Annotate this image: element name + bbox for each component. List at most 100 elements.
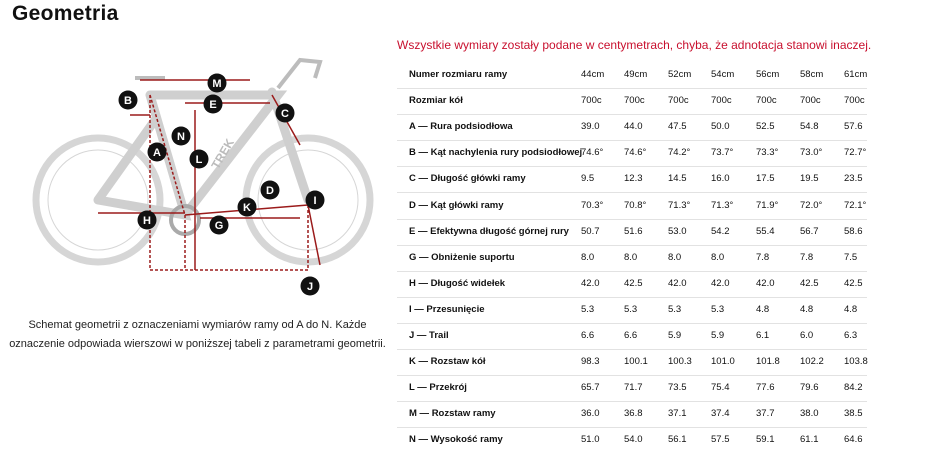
cell-value: 72.7° <box>844 147 867 159</box>
cell-value: 6.6 <box>581 330 595 341</box>
cell-value: 700c <box>624 95 645 107</box>
cell-value: 54cm <box>711 69 735 80</box>
cell-value: 98.3 <box>581 356 600 368</box>
cell-value: 6.0 <box>800 330 814 341</box>
cell-value: 700c <box>756 95 777 107</box>
caption-line: Schemat geometrii z oznaczeniami wymiaró… <box>28 319 367 331</box>
cell-value: 57.5 <box>711 434 730 446</box>
cell-value: 53.0 <box>668 225 687 237</box>
row-divider <box>397 244 867 246</box>
label-badge <box>275 103 295 123</box>
row-label: Numer rozmiaru ramy <box>409 69 508 80</box>
cell-value: 56.1 <box>668 434 687 446</box>
cell-value: 61.1 <box>800 434 819 446</box>
cell-value: 12.3 <box>624 173 643 185</box>
row-label: B — Kąt nachylenia rury podsiodłowej <box>409 147 583 159</box>
dimension-letter: E <box>209 99 216 111</box>
page-title: Geometria <box>12 2 119 25</box>
cell-value: 6.3 <box>844 330 858 341</box>
cell-value: 71.9° <box>756 199 779 211</box>
dimension-letter: N <box>177 131 185 143</box>
row-divider <box>397 427 867 429</box>
label-badge <box>147 142 167 162</box>
cell-value: 42.0 <box>581 277 600 289</box>
cell-value: 37.1 <box>668 408 687 420</box>
caption-line: oznaczenie odpowiada wierszowi w poniższ… <box>9 338 386 350</box>
cell-value: 5.3 <box>711 303 725 315</box>
cell-value: 8.0 <box>668 251 682 263</box>
cell-value: 73.3° <box>756 147 779 159</box>
row-divider <box>397 270 867 272</box>
cell-value: 6.1 <box>756 330 770 341</box>
cell-value: 42.5 <box>800 277 819 289</box>
cell-value: 84.2 <box>844 382 863 394</box>
row-divider <box>397 114 867 116</box>
cell-value: 74.6° <box>581 147 604 159</box>
label-badge <box>171 126 191 146</box>
row-divider <box>397 296 867 298</box>
cell-value: 700c <box>668 95 689 107</box>
cell-value: 102.2 <box>800 356 824 368</box>
cell-value: 77.6 <box>756 382 775 394</box>
cell-value: 52.5 <box>756 121 775 133</box>
row-divider <box>397 192 867 194</box>
cell-value: 39.0 <box>581 121 600 133</box>
cell-value: 58cm <box>800 69 824 80</box>
cell-value: 74.6° <box>624 147 647 159</box>
cell-value: 50.7 <box>581 225 600 237</box>
cell-value: 100.1 <box>624 356 648 368</box>
cell-value: 64.6 <box>844 434 863 446</box>
row-label: K — Rozstaw kół <box>409 356 486 368</box>
row-divider <box>397 375 867 377</box>
cell-value: 8.0 <box>624 251 638 263</box>
cell-value: 61cm <box>844 69 868 80</box>
cell-value: 44.0 <box>624 121 643 133</box>
cell-value: 36.8 <box>624 408 643 420</box>
cell-value: 6.6 <box>624 330 638 341</box>
cell-value: 73.7° <box>711 147 734 159</box>
cell-value: 9.5 <box>581 173 595 185</box>
cell-value: 51.6 <box>624 225 643 237</box>
label-badge <box>237 197 257 217</box>
cell-value: 42.0 <box>668 277 687 289</box>
cell-value: 79.6 <box>800 382 819 394</box>
dimension-letter: J <box>307 281 313 293</box>
cell-value: 700c <box>711 95 732 107</box>
row-label: D — Kąt główki ramy <box>409 199 504 211</box>
cell-value: 56cm <box>756 69 780 80</box>
cell-value: 101.0 <box>711 356 735 368</box>
cell-value: 70.3° <box>581 199 604 211</box>
row-label: Rozmiar kół <box>409 95 463 107</box>
label-badge <box>260 180 280 200</box>
cell-value: 70.8° <box>624 199 647 211</box>
cell-value: 42.0 <box>756 277 775 289</box>
row-label: G — Obniżenie suportu <box>409 251 515 263</box>
row-divider <box>397 401 867 403</box>
cell-value: 59.1 <box>756 434 775 446</box>
dimension-letter: K <box>243 202 251 214</box>
row-label: C — Długość główki ramy <box>409 173 526 185</box>
dimension-letter: G <box>215 220 224 232</box>
cell-value: 72.0° <box>800 199 823 211</box>
dimension-letter: H <box>143 215 151 227</box>
cell-value: 73.0° <box>800 147 823 159</box>
cell-value: 38.5 <box>844 408 863 420</box>
cell-value: 71.3° <box>711 199 734 211</box>
label-badge <box>300 276 320 296</box>
cell-value: 101.8 <box>756 356 780 368</box>
cell-value: 36.0 <box>581 408 600 420</box>
cell-value: 44cm <box>581 69 605 80</box>
cell-value: 50.0 <box>711 121 730 133</box>
cell-value: 65.7 <box>581 382 600 394</box>
cell-value: 8.0 <box>711 251 725 263</box>
row-label: I — Przesunięcie <box>409 303 485 315</box>
cell-value: 700c <box>581 95 602 107</box>
row-divider <box>397 166 867 168</box>
cell-value: 5.9 <box>668 330 682 341</box>
row-label: H — Długość widełek <box>409 277 506 289</box>
row-divider <box>397 140 867 142</box>
cell-value: 5.9 <box>711 330 725 341</box>
dimension-letter: A <box>153 147 161 159</box>
cell-value: 54.8 <box>800 121 819 133</box>
